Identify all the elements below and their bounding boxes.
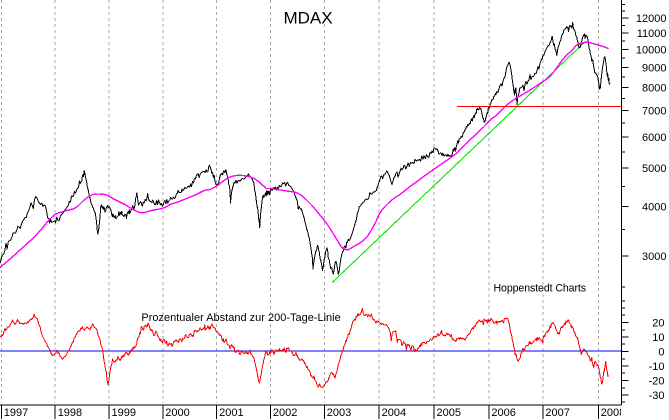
svg-text:2006: 2006 xyxy=(491,407,515,419)
svg-text:9000: 9000 xyxy=(642,62,666,74)
svg-text:1998: 1998 xyxy=(58,407,82,419)
svg-text:1999: 1999 xyxy=(112,407,136,419)
svg-text:MDAX: MDAX xyxy=(283,9,332,28)
svg-text:2004: 2004 xyxy=(382,407,406,419)
svg-text:3000: 3000 xyxy=(642,251,666,263)
svg-text:2002: 2002 xyxy=(273,407,297,419)
svg-text:2000: 2000 xyxy=(165,407,189,419)
svg-text:1997: 1997 xyxy=(4,407,28,419)
svg-text:2001: 2001 xyxy=(219,407,243,419)
svg-text:8000: 8000 xyxy=(642,83,666,95)
svg-text:-10: -10 xyxy=(649,361,665,373)
svg-text:7000: 7000 xyxy=(642,106,666,118)
svg-text:0: 0 xyxy=(658,347,664,359)
svg-text:2008: 2008 xyxy=(601,407,625,419)
svg-text:12000: 12000 xyxy=(636,13,667,25)
svg-text:Hoppenstedt Charts: Hoppenstedt Charts xyxy=(494,282,586,294)
svg-text:2003: 2003 xyxy=(327,407,351,419)
svg-text:10000: 10000 xyxy=(636,44,667,56)
svg-text:5000: 5000 xyxy=(642,163,666,175)
svg-text:Prozentualer Abstand zur 200-T: Prozentualer Abstand zur 200-Tage-Linie xyxy=(141,312,340,324)
svg-text:20: 20 xyxy=(652,318,664,330)
svg-text:11000: 11000 xyxy=(637,28,667,40)
svg-text:6000: 6000 xyxy=(642,132,666,144)
svg-text:10: 10 xyxy=(652,332,664,344)
svg-text:2007: 2007 xyxy=(545,407,569,419)
svg-text:-20: -20 xyxy=(649,376,665,388)
svg-text:-30: -30 xyxy=(649,390,665,402)
svg-text:2005: 2005 xyxy=(437,407,461,419)
svg-text:4000: 4000 xyxy=(642,202,666,214)
